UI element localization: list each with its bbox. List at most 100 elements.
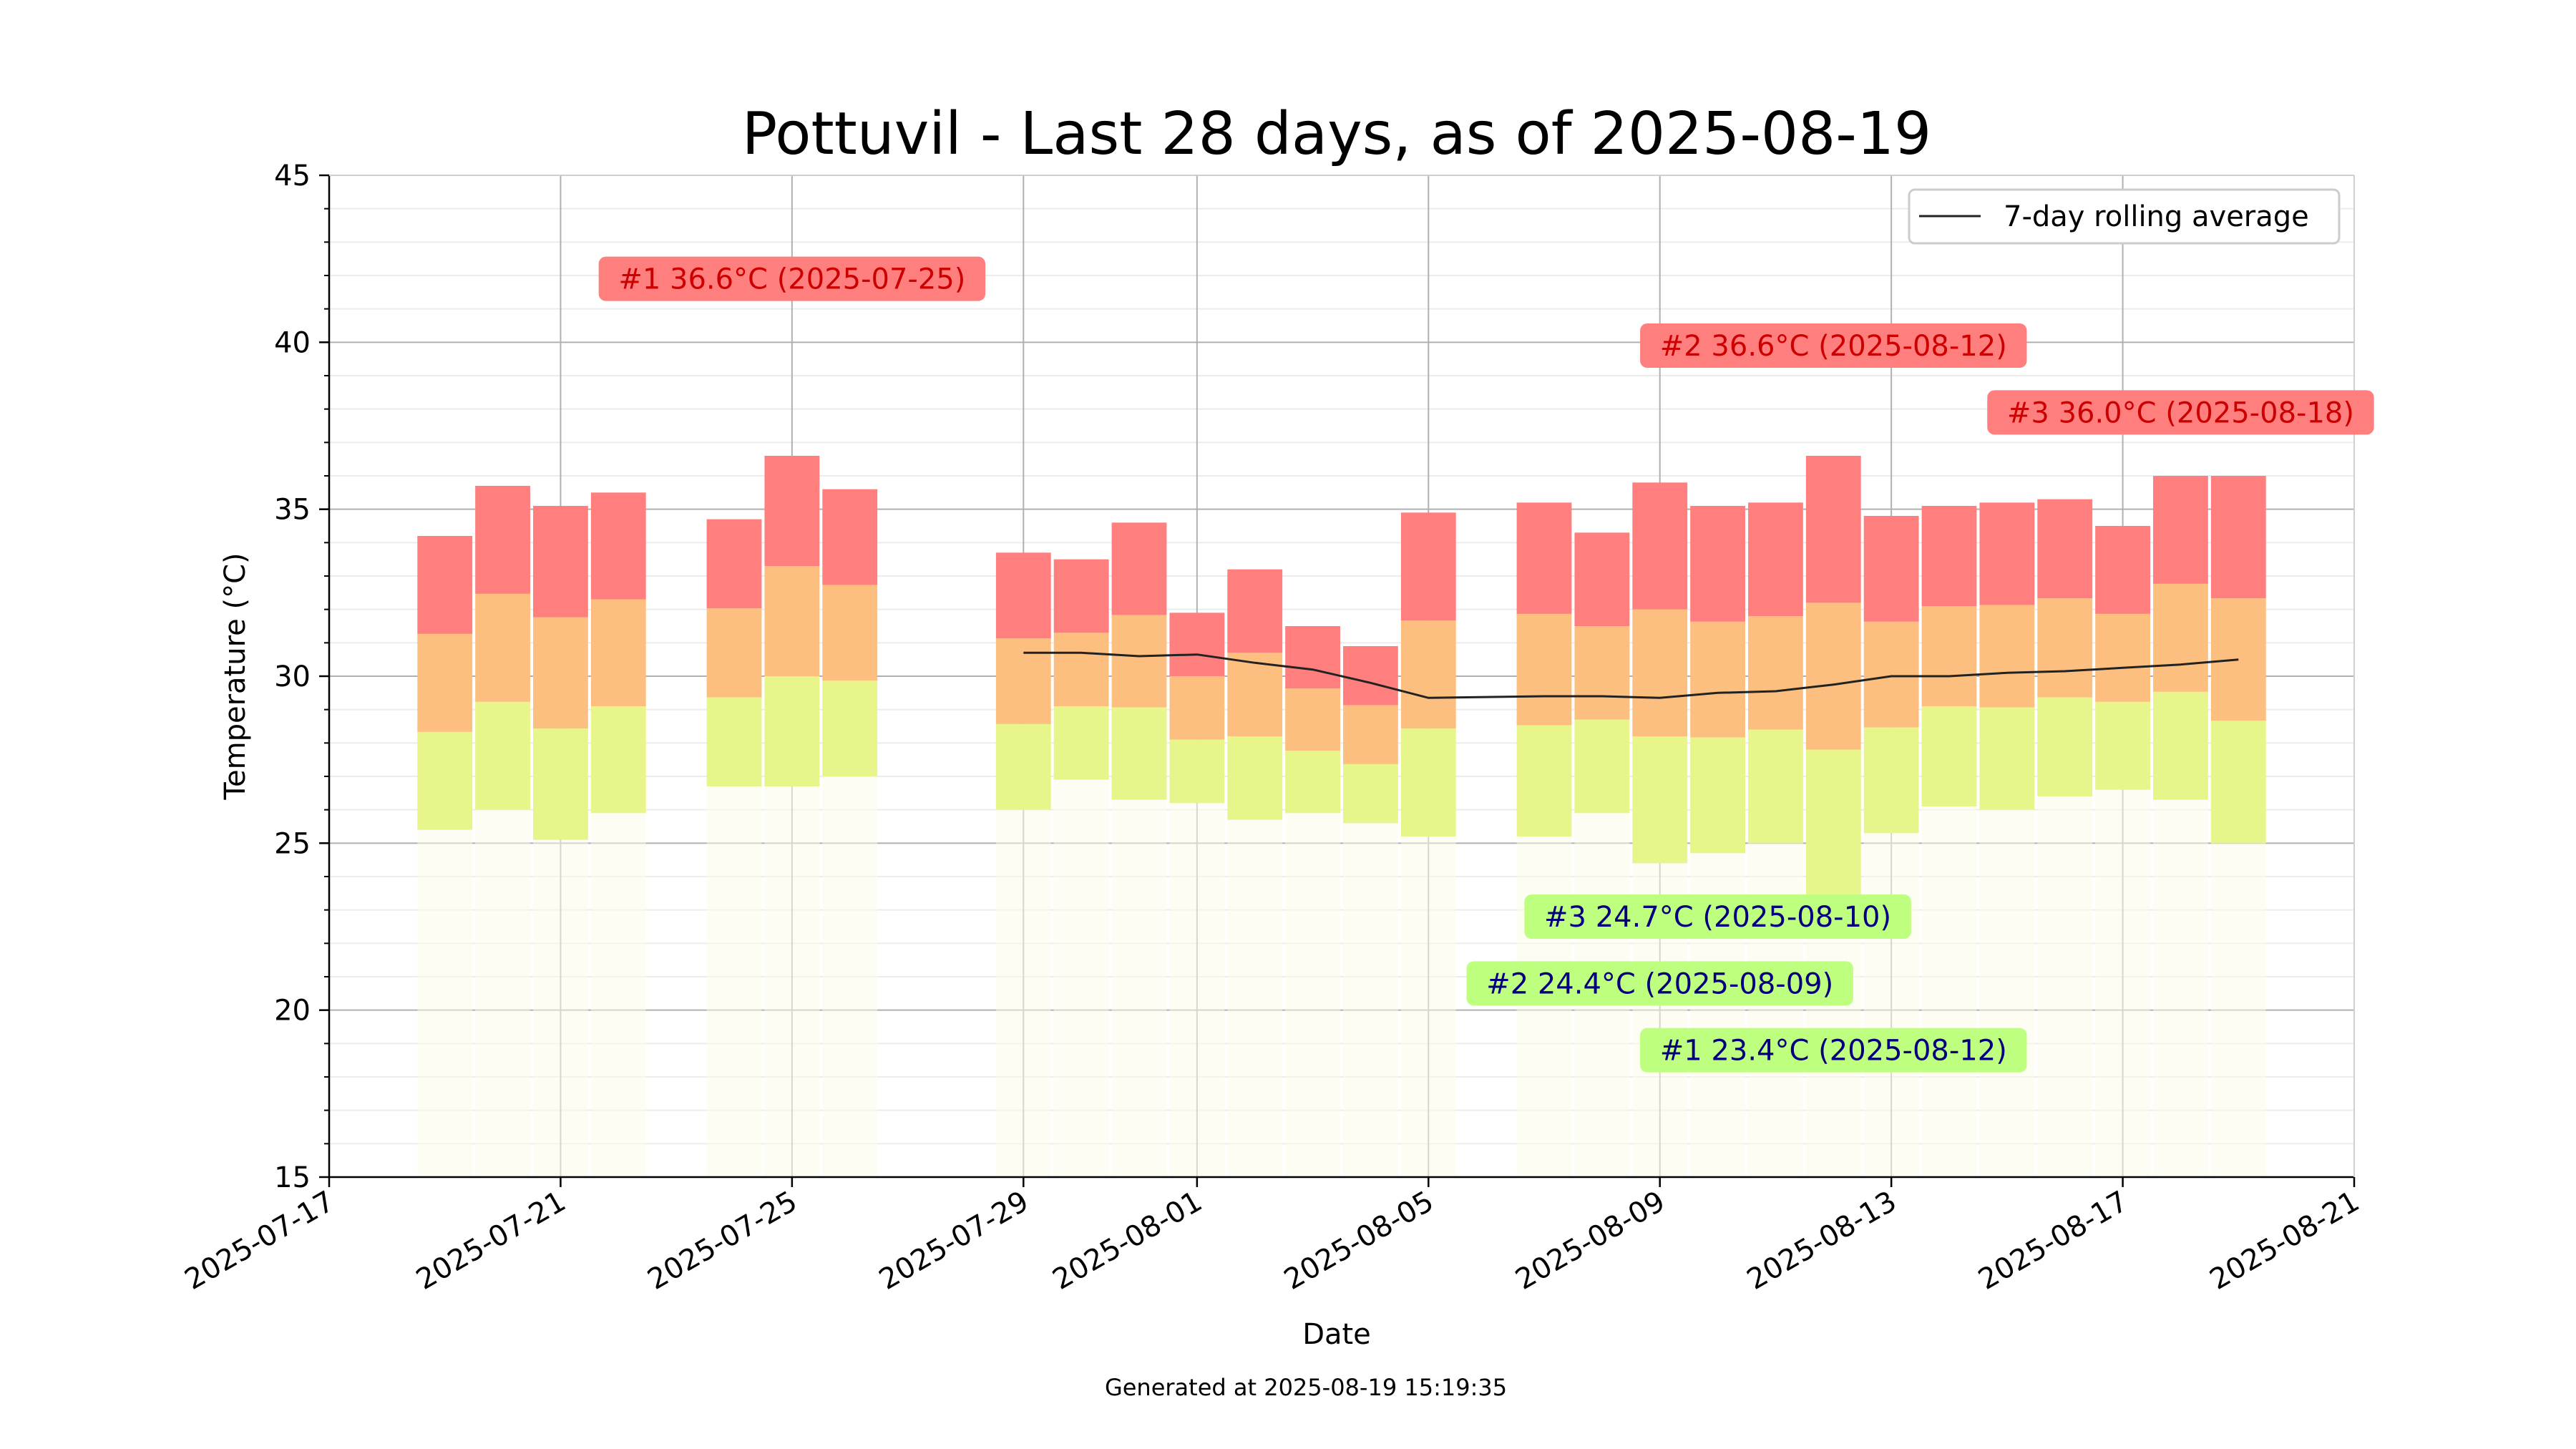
bar-mid-band: [1979, 605, 2035, 708]
bar-high-band: [1632, 482, 1688, 610]
bar-mid-band: [1690, 621, 1745, 738]
bar-high-band: [1690, 506, 1745, 622]
max-annotation-text: #3 36.0°C (2025-08-18): [2007, 396, 2354, 429]
x-tick-label: 2025-08-13: [1742, 1185, 1902, 1297]
y-axis-label: Temperature (°C): [219, 552, 252, 800]
bar-stem: [1516, 836, 1572, 1177]
bar-stem: [1343, 823, 1398, 1177]
min-annotation-text: #1 23.4°C (2025-08-12): [1660, 1035, 2007, 1068]
bar-high-band: [1285, 626, 1340, 689]
bar-stem: [590, 813, 646, 1177]
rolling-average-line: [1023, 651, 2239, 699]
bar-mid-band: [1863, 621, 1919, 728]
y-tick-label: 15: [274, 1161, 311, 1194]
bar-low-band: [1632, 736, 1688, 864]
generated-timestamp: Generated at 2025-08-19 15:19:35: [1105, 1374, 1507, 1401]
bar-low-band: [590, 706, 646, 814]
bar-stem: [1227, 819, 1283, 1177]
bar-high-band: [822, 489, 878, 585]
legend-label: 7-day rolling average: [2004, 200, 2309, 233]
bar-mid-band: [417, 633, 473, 732]
bar-mid-band: [1400, 620, 1456, 729]
min-annotation-text: #2 24.4°C (2025-08-09): [1486, 967, 1833, 1000]
bar-low-band: [1690, 737, 1745, 854]
bar-stem: [822, 776, 878, 1177]
x-tick-label: 2025-08-09: [1510, 1185, 1670, 1297]
bar-stem: [764, 786, 820, 1177]
legend: 7-day rolling average: [1908, 188, 2341, 245]
bar-low-band: [1516, 725, 1572, 836]
bar-low-band: [822, 680, 878, 776]
bar-mid-band: [706, 608, 762, 698]
rolling-average-layer: [1023, 651, 2239, 699]
bar-low-band: [1574, 719, 1630, 814]
bar-high-band: [1053, 559, 1109, 633]
bar-low-band: [475, 701, 530, 810]
bar-mid-band: [1227, 653, 1283, 736]
bar-stem: [1748, 843, 1803, 1177]
bar-mid-band: [475, 593, 530, 702]
bar-high-band: [1574, 532, 1630, 626]
x-tick-label: 2025-08-01: [1048, 1185, 1208, 1297]
max-annotation-box: [1640, 323, 2027, 368]
bar-low-band: [533, 728, 588, 840]
bar-low-band: [1169, 739, 1225, 804]
bar-mid-band: [1053, 633, 1109, 706]
bar-stem: [2037, 796, 2093, 1177]
bar-high-band: [1921, 506, 1977, 606]
temperature-bars: [417, 456, 2266, 1177]
bar-high-band: [1863, 516, 1919, 622]
bar-low-band: [1805, 749, 1861, 897]
min-annotation-box: [1524, 894, 1911, 939]
bar-low-band: [995, 723, 1051, 810]
bar-stem: [1111, 799, 1167, 1177]
bar-mid-band: [764, 566, 820, 676]
bar-stem: [995, 809, 1051, 1177]
bar-low-band: [2037, 697, 2093, 796]
bar-high-band: [1111, 522, 1167, 615]
min-annotation-box: [1640, 1028, 2027, 1073]
bar-mid-band: [822, 585, 878, 681]
bar-high-band: [1343, 646, 1398, 706]
bar-mid-band: [1169, 676, 1225, 740]
bar-stem: [1285, 813, 1340, 1177]
max-annotation-box: [598, 256, 986, 301]
x-tick-label: 2025-07-29: [874, 1185, 1034, 1297]
bar-high-band: [590, 492, 646, 600]
bar-stem: [533, 839, 588, 1177]
y-tick-label: 40: [274, 326, 311, 359]
max-annotation-box: [1987, 390, 2374, 435]
bar-stem: [2210, 843, 2266, 1177]
bar-mid-band: [1574, 626, 1630, 720]
extreme-annotations: #1 36.6°C (2025-07-25) #2 36.6°C (2025-08…: [598, 256, 2374, 1073]
bar-high-band: [1748, 502, 1803, 616]
bar-mid-band: [2095, 613, 2150, 702]
legend-box: [1908, 188, 2341, 245]
bar-high-band: [2210, 476, 2266, 599]
max-annotation-text: #2 36.6°C (2025-08-12): [1660, 330, 2007, 363]
bar-high-band: [475, 486, 530, 594]
min-annotation-text: #3 24.7°C (2025-08-10): [1544, 901, 1891, 934]
y-tick-label: 20: [274, 995, 311, 1028]
bar-high-band: [995, 552, 1051, 639]
bar-mid-band: [1343, 705, 1398, 764]
bar-mid-band: [1805, 602, 1861, 750]
bar-high-band: [2037, 499, 2093, 599]
bar-low-band: [1400, 728, 1456, 836]
bar-high-band: [706, 519, 762, 609]
y-tick-label: 30: [274, 660, 311, 693]
bar-mid-band: [2153, 583, 2208, 692]
bar-low-band: [1111, 707, 1167, 800]
bar-low-band: [1343, 763, 1398, 824]
x-tick-label: 2025-07-21: [411, 1185, 571, 1297]
y-tick-label: 35: [274, 494, 311, 527]
bar-stem: [2153, 799, 2208, 1177]
x-tick-label: 2025-08-05: [1279, 1185, 1439, 1297]
bar-low-band: [1979, 707, 2035, 810]
x-tick-label: 2025-08-21: [2205, 1185, 2365, 1297]
bar-mid-band: [1111, 615, 1167, 708]
bar-low-band: [764, 676, 820, 786]
bar-high-band: [1169, 613, 1225, 676]
bar-low-band: [1227, 736, 1283, 820]
